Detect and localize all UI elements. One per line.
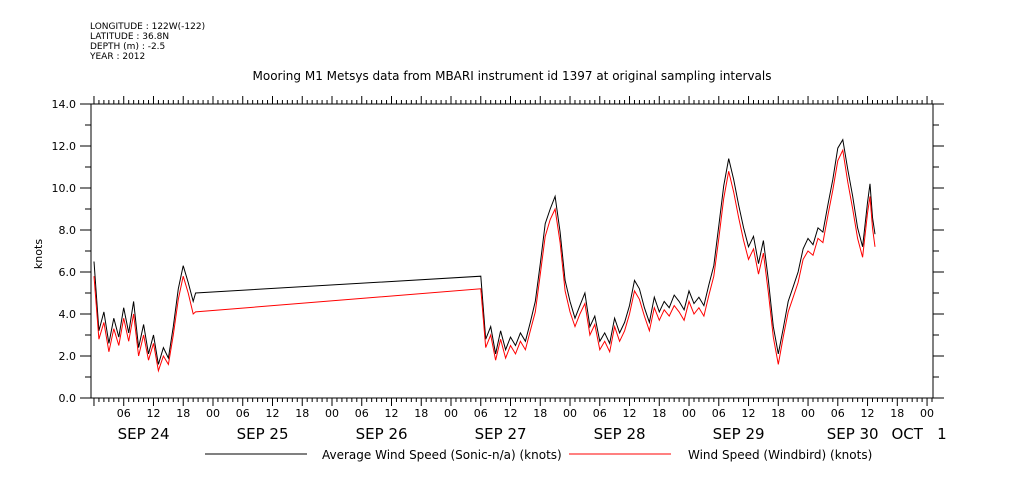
x-tick-label: 18 <box>176 407 190 420</box>
x-tick-label: 00 <box>206 407 220 420</box>
series-line-1 <box>93 148 876 373</box>
x-tick-label: 18 <box>295 407 309 420</box>
x-tick-label: 12 <box>265 407 279 420</box>
y-tick-label: 10.0 <box>52 182 77 195</box>
x-tick-label: 18 <box>890 407 904 420</box>
chart-title: Mooring M1 Metsys data from MBARI instru… <box>253 69 772 83</box>
series-layer <box>93 138 876 373</box>
y-tick-label: 4.0 <box>59 308 77 321</box>
depth-label: DEPTH (m) : -2.5 <box>90 42 166 52</box>
legend-label-windbird: Wind Speed (Windbird) (knots) <box>688 448 872 462</box>
x-tick-label: 00 <box>325 407 339 420</box>
x-tick-label: 18 <box>414 407 428 420</box>
x-tick-label: 06 <box>117 407 131 420</box>
date-label: SEP 27 <box>475 425 527 443</box>
x-tick-label: 00 <box>563 407 577 420</box>
x-axis: 06 12 18 00 06 12 18 00 06 12 18 00 06 12 18 00 06 12 18 00… <box>93 96 947 443</box>
plot-frame <box>90 103 934 399</box>
x-tick-label: 18 <box>533 407 547 420</box>
x-tick-label: 12 <box>623 407 637 420</box>
date-label: OCT <box>891 425 923 443</box>
date-label: SEP 25 <box>237 425 289 443</box>
date-label: SEP 24 <box>118 425 170 443</box>
legend: Average Wind Speed (Sonic-n/a) (knots) W… <box>205 448 872 462</box>
x-tick-label: 12 <box>742 407 756 420</box>
x-tick-label: 12 <box>504 407 518 420</box>
x-tick-label: 06 <box>712 407 726 420</box>
x-tick-label: 06 <box>355 407 369 420</box>
y-tick-label: 2.0 <box>59 350 77 363</box>
y-tick-label: 0.0 <box>59 392 77 405</box>
metadata-block: LONGITUDE : 122W(-122) LATITUDE : 36.8N … <box>90 22 205 62</box>
year-label: YEAR : 2012 <box>90 52 146 62</box>
legend-label-sonic: Average Wind Speed (Sonic-n/a) (knots) <box>322 448 562 462</box>
x-tick-label: 18 <box>771 407 785 420</box>
y-tick-label: 14.0 <box>52 98 77 111</box>
x-tick-label: 06 <box>593 407 607 420</box>
x-tick-label: 06 <box>474 407 488 420</box>
y-tick-label: 6.0 <box>59 266 77 279</box>
x-tick-label: 12 <box>861 407 875 420</box>
series-line-0 <box>93 138 876 365</box>
x-tick-label: 00 <box>920 407 934 420</box>
x-tick-label: 18 <box>652 407 666 420</box>
date-label: SEP 28 <box>594 425 646 443</box>
x-tick-label: 06 <box>236 407 250 420</box>
latitude-label: LATITUDE : 36.8N <box>90 32 170 42</box>
x-tick-label: 00 <box>444 407 458 420</box>
x-tick-label: 06 <box>831 407 845 420</box>
y-tick-label: 8.0 <box>59 224 77 237</box>
date-label: SEP 29 <box>713 425 765 443</box>
longitude-label: LONGITUDE : 122W(-122) <box>90 22 206 32</box>
date-label: 1 <box>937 425 947 443</box>
date-label: SEP 26 <box>356 425 408 443</box>
y-tick-label: 12.0 <box>52 140 77 153</box>
x-tick-label: 00 <box>801 407 815 420</box>
x-tick-label: 00 <box>682 407 696 420</box>
plot-border <box>90 103 934 399</box>
y-axis-label: knots <box>32 239 45 269</box>
y-axis: 0.0 2.0 4.0 6.0 8.0 10.0 12.0 14.0 <box>52 98 944 405</box>
date-label: SEP 30 <box>827 425 879 443</box>
x-tick-label: 12 <box>146 407 160 420</box>
x-tick-label: 12 <box>385 407 399 420</box>
